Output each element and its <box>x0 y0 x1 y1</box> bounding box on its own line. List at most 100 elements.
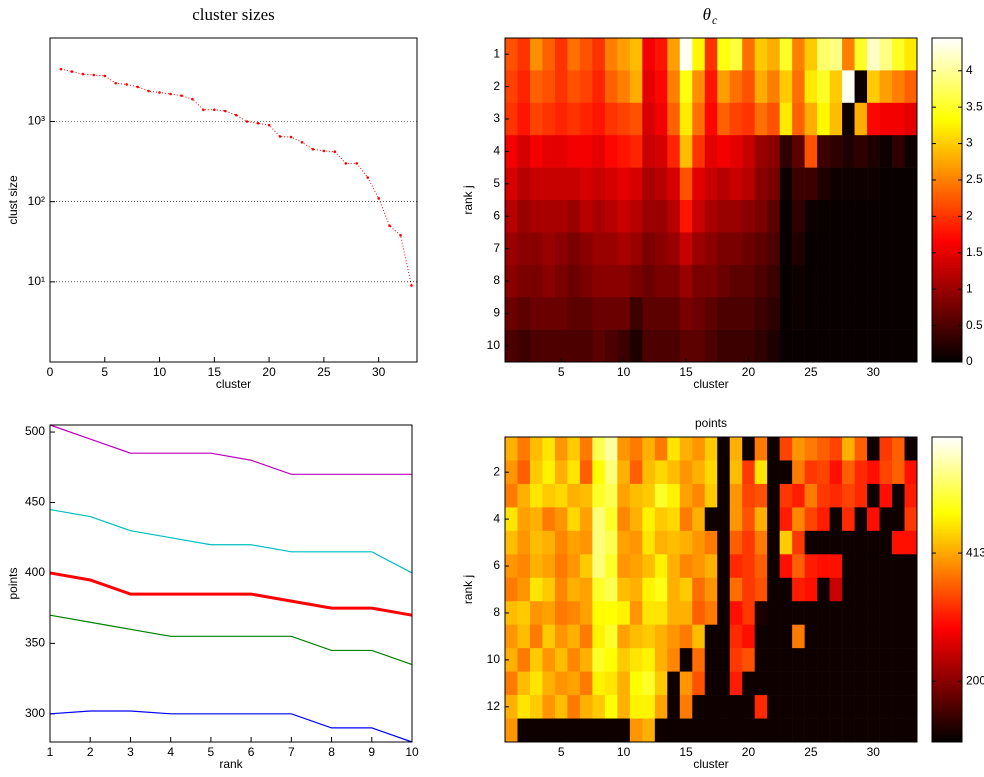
colorbar-label: 4 <box>966 63 973 77</box>
heatmap-cell <box>729 232 743 266</box>
heatmap-cell <box>904 460 918 485</box>
colorbar-step <box>932 48 962 52</box>
colorbar-step <box>932 452 962 456</box>
heatmap-cell <box>792 648 805 672</box>
heatmap-cell <box>767 460 780 485</box>
heatmap-cell <box>842 718 855 743</box>
heatmap-cell <box>679 718 693 743</box>
heatmap-cell <box>592 167 606 201</box>
heatmap-cell <box>717 102 731 136</box>
heatmap-cell <box>879 460 893 485</box>
x-tick-label: 5 <box>558 365 565 379</box>
colorbar-label: 0.5 <box>966 318 983 332</box>
heatmap-cell <box>592 329 606 363</box>
heatmap-cell <box>554 297 568 330</box>
heatmap-cell <box>505 437 518 461</box>
heatmap-cell <box>792 507 805 532</box>
heatmap-cell <box>654 329 668 363</box>
colorbar-step <box>932 202 962 206</box>
heatmap-cell <box>879 695 893 719</box>
heatmap-cell <box>829 507 843 532</box>
colorbar-frame <box>931 436 963 743</box>
heatmap-cell <box>604 135 618 168</box>
heatmap-cell <box>742 437 755 461</box>
colorbar-step <box>932 533 962 537</box>
heatmap-cell <box>679 507 693 532</box>
heatmap-cell <box>579 483 593 508</box>
heatmap-cell <box>879 232 893 266</box>
heatmap-cell <box>604 232 618 266</box>
colorbar-step <box>932 647 962 651</box>
heatmap-cell <box>842 135 855 168</box>
heatmap-cell <box>604 102 618 136</box>
heatmap-cell <box>529 554 543 579</box>
data-line <box>49 710 413 743</box>
heatmap-cell <box>542 601 556 625</box>
heatmap-cell <box>792 437 805 461</box>
heatmap-cell <box>879 135 893 168</box>
heatmap-cell <box>604 648 618 672</box>
x-tick-label: 25 <box>804 745 818 759</box>
colorbar-step <box>932 267 962 271</box>
x-tick-label: 1 <box>47 745 54 759</box>
heatmap-cell <box>792 695 805 719</box>
colorbar-step <box>932 86 962 90</box>
heatmap-cell <box>679 167 693 201</box>
colorbar-step <box>932 561 962 565</box>
heatmap-cell <box>629 297 643 330</box>
x-tick-label: 8 <box>328 745 335 759</box>
heatmap-cell <box>604 530 618 555</box>
colorbar-step <box>932 459 962 463</box>
heatmap-cell <box>554 648 568 672</box>
heatmap-cell <box>854 460 868 485</box>
heatmap-cell <box>505 102 518 136</box>
heatmap-cell <box>779 135 793 168</box>
colorbar-step <box>932 178 962 182</box>
colorbar-step <box>932 345 962 349</box>
colorbar-step <box>932 482 962 486</box>
heatmap-cell <box>892 577 905 602</box>
heatmap-cell <box>517 624 531 649</box>
colorbar-step <box>932 197 962 201</box>
y-tick-label: 10 <box>487 338 501 352</box>
heatmap-cell <box>629 530 643 555</box>
heatmap-cell <box>892 718 905 743</box>
colorbar-step <box>932 592 962 595</box>
heatmap-cell <box>667 38 681 71</box>
heatmap-cell <box>729 624 743 649</box>
colorbar-step <box>932 503 962 507</box>
heatmap-cell <box>629 135 643 168</box>
heatmap-cell <box>629 329 643 363</box>
heatmap-cell <box>779 507 793 532</box>
heatmap-cell <box>767 507 780 532</box>
heatmap-cell <box>517 200 531 233</box>
heatmap-cell <box>592 554 606 579</box>
heatmap-cell <box>542 264 556 298</box>
heatmap-cell <box>817 437 830 461</box>
heatmap-cell <box>679 200 693 233</box>
heatmap-cell <box>729 264 743 298</box>
y-tick-label: 7 <box>493 241 500 255</box>
heatmap-cell <box>829 329 843 363</box>
heatmap-cell <box>829 437 843 461</box>
heatmap-cell <box>879 297 893 330</box>
heatmap-cell <box>592 264 606 298</box>
colorbar-step <box>932 510 962 514</box>
heatmap-cell <box>517 297 531 330</box>
heatmap-cell <box>567 200 581 233</box>
heatmap-cell <box>779 297 793 330</box>
colorbar-step <box>932 719 962 723</box>
heatmap-cell <box>642 232 656 266</box>
heatmap-cell <box>704 695 718 719</box>
heatmap-cell <box>592 297 606 330</box>
heatmap-cell <box>692 135 706 168</box>
heatmap-cell <box>817 671 830 696</box>
heatmap-cell <box>517 695 531 719</box>
heatmap-cell <box>867 554 880 579</box>
y-axis-label: clust size <box>6 175 20 225</box>
heatmap-cell <box>542 695 556 719</box>
colorbar-step <box>932 254 962 258</box>
colorbar-step <box>932 472 962 476</box>
colorbar-step <box>932 492 962 496</box>
heatmap-cell <box>542 718 556 743</box>
